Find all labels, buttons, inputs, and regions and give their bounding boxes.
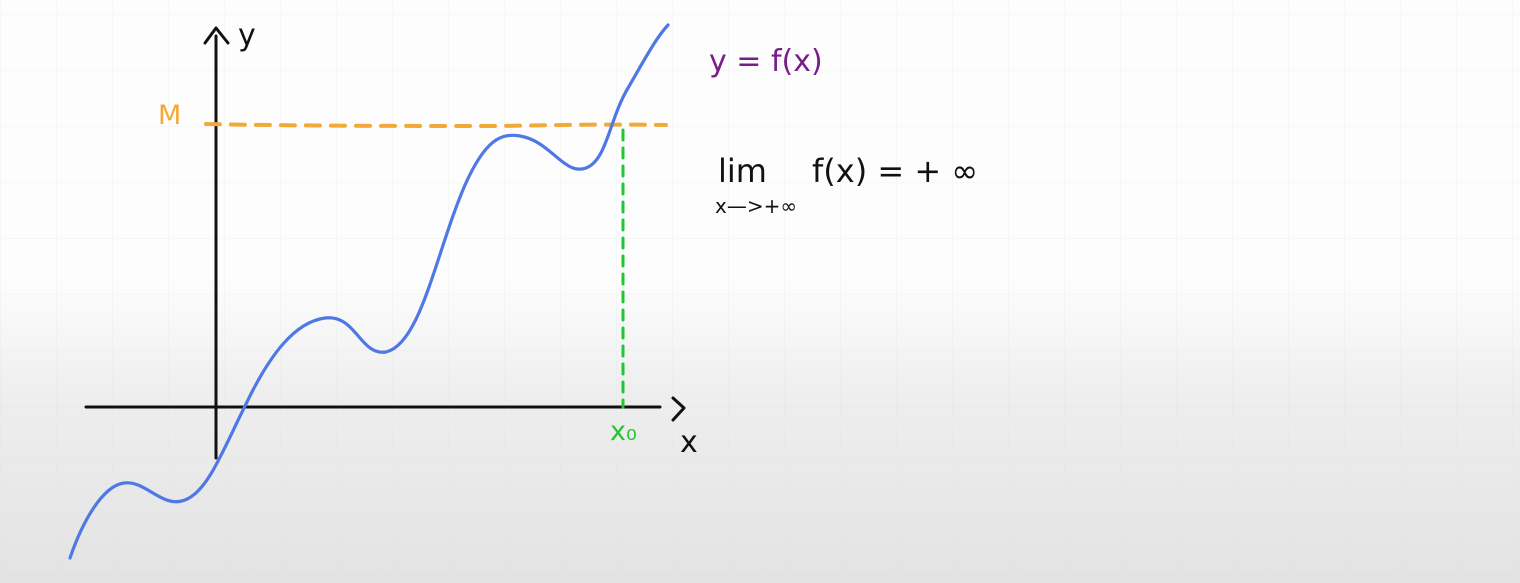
limit-subscript: x—>+∞ (715, 194, 797, 218)
limit-expression: f(x) = + ∞ (812, 152, 978, 190)
x-axis-label: x (680, 425, 698, 460)
limit-operator: lim (718, 152, 767, 190)
x-axis-arrow-icon (671, 396, 686, 422)
threshold-label: M (158, 100, 181, 131)
x0-label: x₀ (610, 416, 637, 447)
function-curve (68, 23, 670, 560)
limit-formula: lim x—>+∞ f(x) = + ∞ (715, 152, 978, 218)
y-axis-label: y (238, 18, 256, 53)
threshold-dashed-line (204, 122, 668, 129)
y-axis-arrow-icon (203, 26, 230, 45)
curve-label: y = f(x) (709, 44, 823, 79)
